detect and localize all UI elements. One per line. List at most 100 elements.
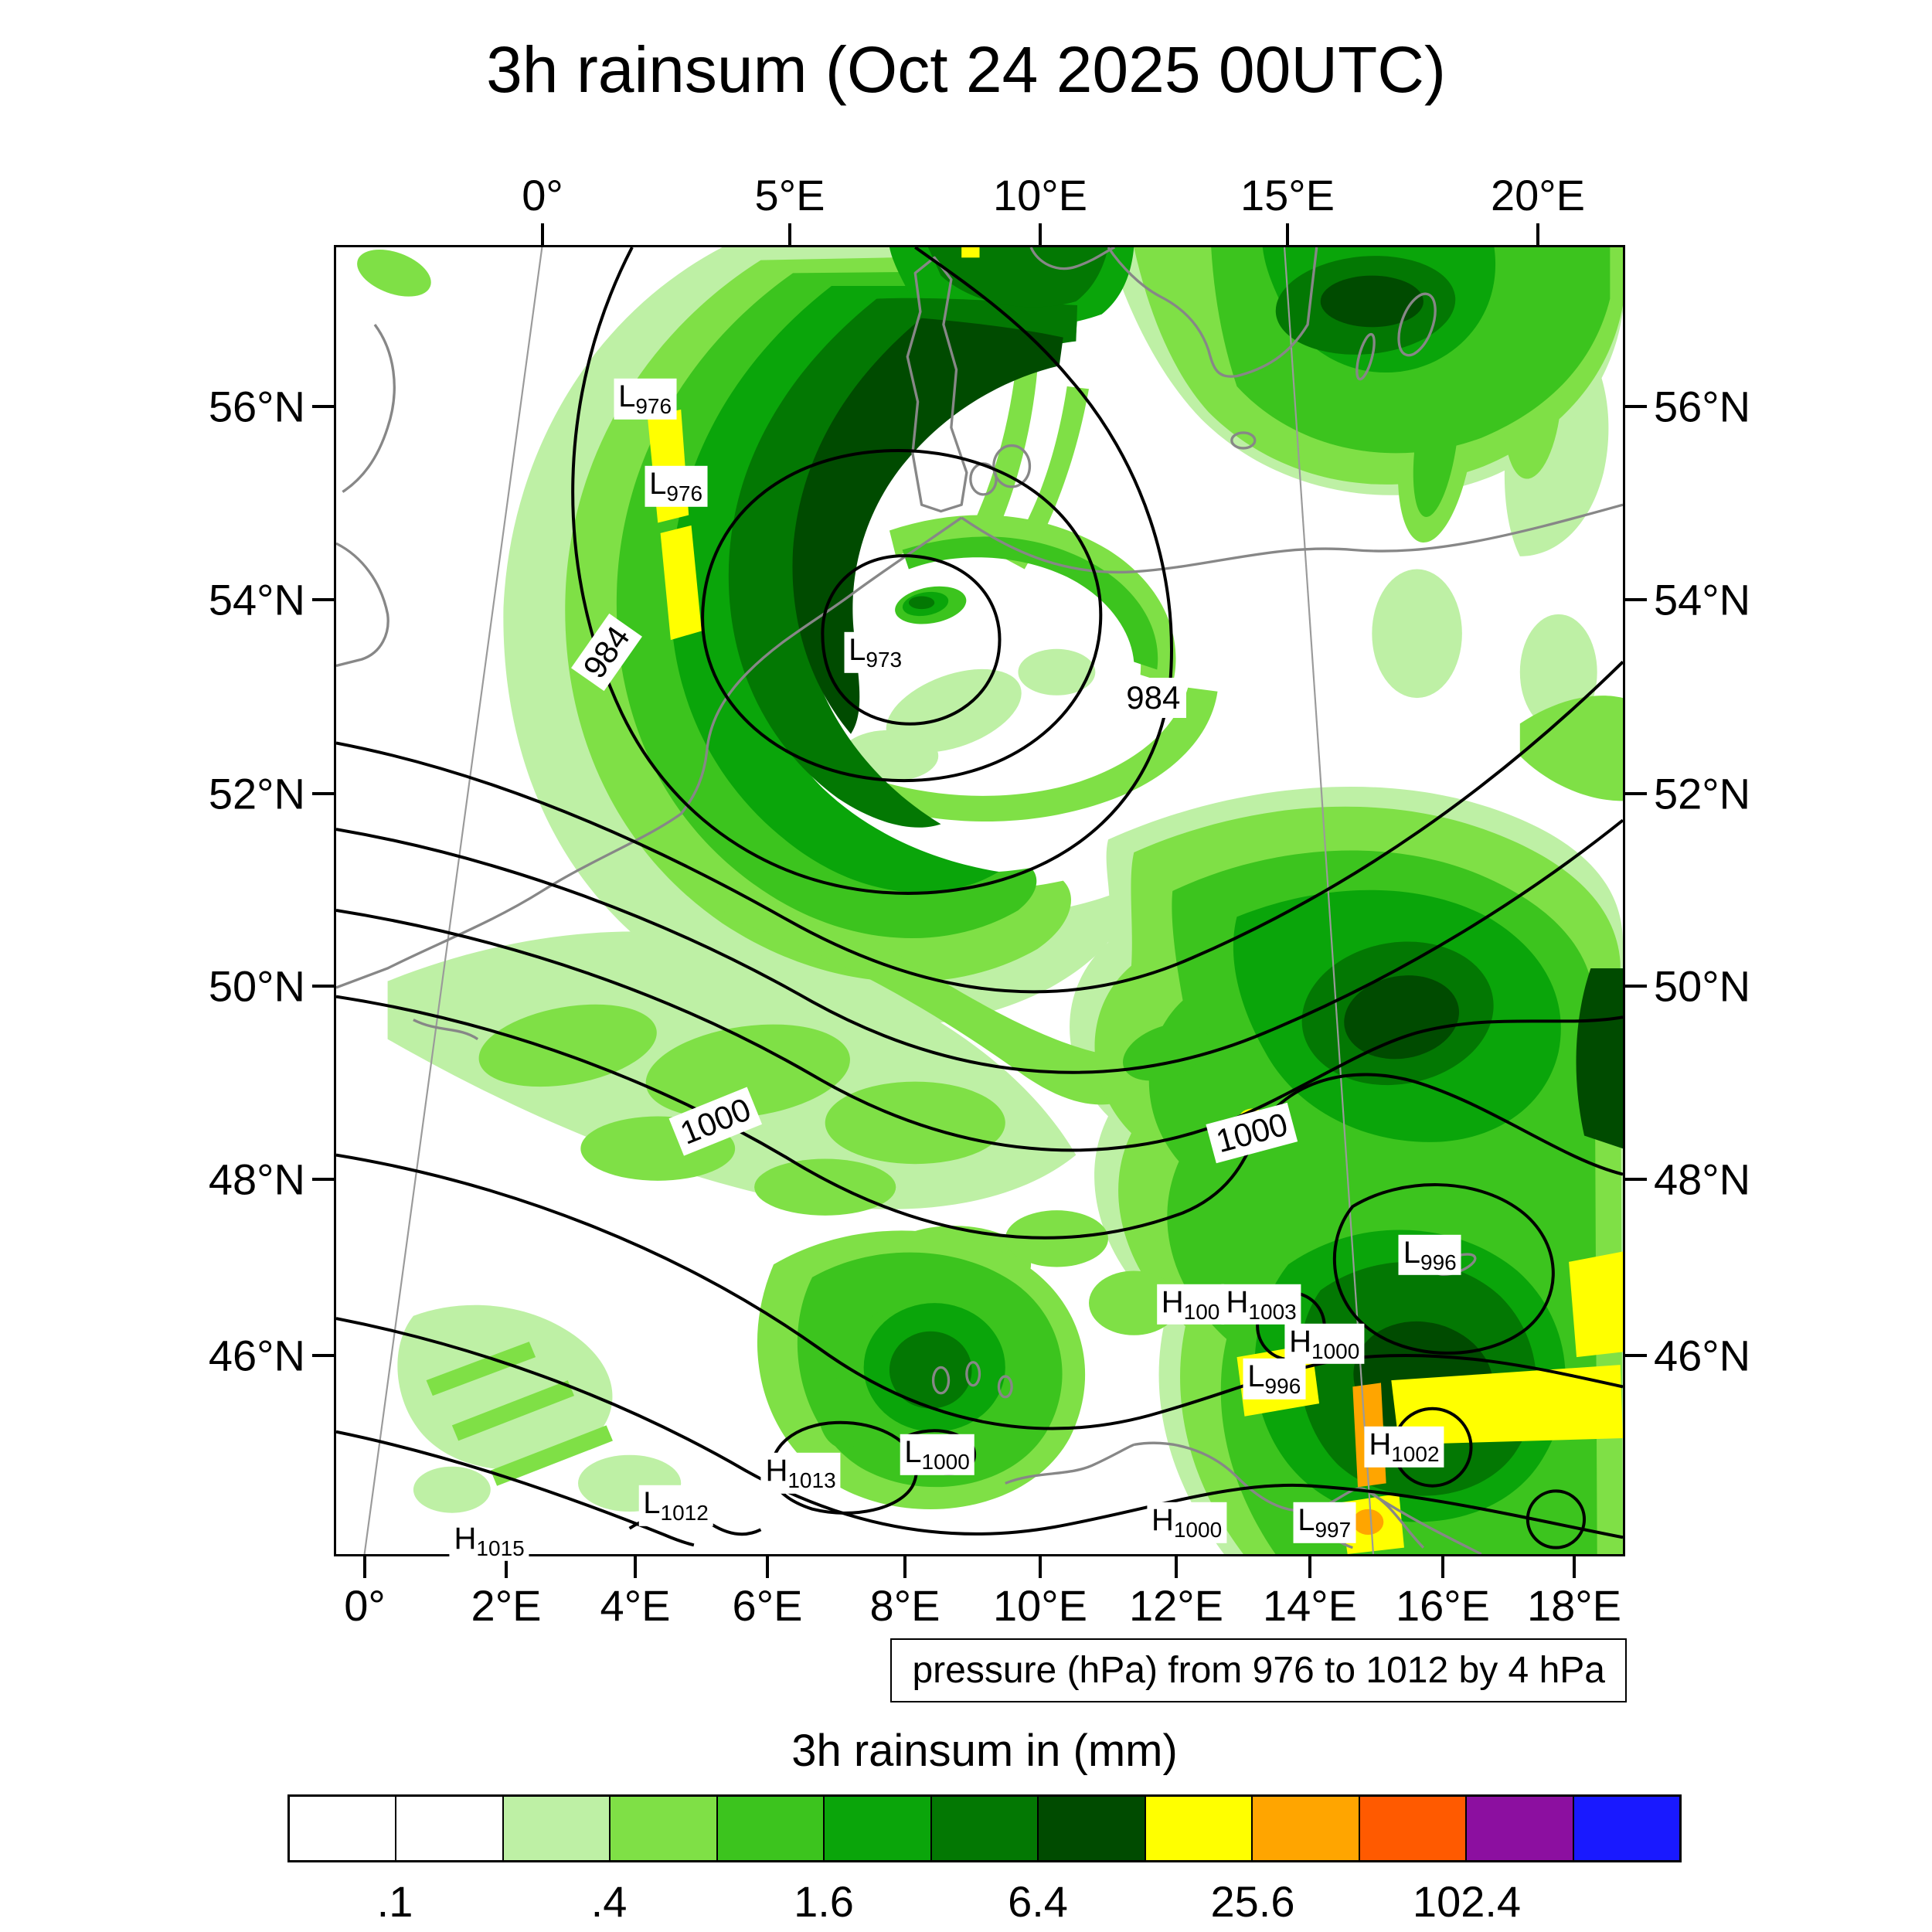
center-letter: L: [1247, 1359, 1265, 1394]
colorbar-cell: [502, 1797, 610, 1860]
colorbar-tick-label: 102.4: [1412, 1877, 1522, 1926]
colorbar-cell: [1358, 1797, 1466, 1860]
lat-label-right: 52°N: [1654, 769, 1751, 818]
low-center-label: L997: [1293, 1502, 1356, 1543]
center-value: 1000: [1173, 1518, 1223, 1543]
colorbar-cell: [395, 1797, 502, 1860]
colorbar-cell: [290, 1797, 396, 1860]
lon-label-top: 10°E: [992, 171, 1088, 219]
tick-bottom: [1175, 1556, 1178, 1578]
lat-label-left: 50°N: [208, 961, 305, 1011]
lon-label-top: 5°E: [754, 171, 825, 219]
low-center-label: L996: [1243, 1359, 1306, 1400]
center-letter: L: [1403, 1235, 1421, 1270]
lon-label-bottom: 10°E: [992, 1581, 1088, 1630]
center-letter: H: [1226, 1284, 1249, 1319]
center-value: 1002: [1391, 1442, 1440, 1467]
center-value: 1012: [660, 1501, 709, 1526]
high-center-label: H1002: [1364, 1427, 1444, 1468]
center-letter: H: [1369, 1427, 1392, 1462]
center-letter: H: [765, 1453, 788, 1488]
low-center-label: L1000: [900, 1434, 975, 1475]
lon-label-bottom: 18°E: [1526, 1581, 1622, 1630]
tick-left: [312, 792, 334, 795]
colorbar-tick-label: .4: [590, 1877, 628, 1926]
tick-right: [1625, 792, 1647, 795]
center-letter: H: [1161, 1284, 1184, 1319]
high-center-label: H1015: [449, 1520, 529, 1562]
colorbar-title: 3h rainsum in (mm): [791, 1726, 1178, 1776]
low-center-label: L973: [844, 632, 907, 673]
center-value: 1013: [787, 1468, 836, 1492]
lon-label-top: 0°: [522, 171, 563, 219]
center-letter: L: [904, 1435, 922, 1470]
high-center-label: H1000: [1146, 1502, 1227, 1543]
tick-right: [1625, 985, 1647, 988]
colorbar-cell: [609, 1797, 716, 1860]
tick-right: [1625, 1354, 1647, 1357]
tick-right: [1625, 598, 1647, 601]
lon-label-top: 15°E: [1240, 171, 1335, 219]
center-value: 997: [1315, 1518, 1352, 1543]
lat-label-left: 54°N: [208, 575, 305, 624]
high-center-label: H1003: [1221, 1284, 1301, 1325]
center-value: 996: [1420, 1250, 1457, 1274]
center-letter: H: [454, 1521, 477, 1556]
map-area: 0° 5°E 10°E 15°E 20°E 0° 2°E 4°E 6°E 8°E…: [209, 171, 1750, 1630]
colorbar-cell: [1572, 1797, 1680, 1860]
colorbar-tick-label: .1: [376, 1877, 413, 1926]
plot-title: 3h rainsum (Oct 24 2025 00UTC): [486, 33, 1446, 106]
center-value: 1000: [1311, 1338, 1360, 1363]
tick-top: [541, 223, 544, 245]
lat-label-right: 54°N: [1654, 575, 1751, 624]
center-value: 1003: [1248, 1299, 1297, 1324]
colorbar-cells: [287, 1794, 1682, 1862]
tick-right: [1625, 1178, 1647, 1181]
low-center-label: L996: [1398, 1234, 1461, 1275]
lon-label-bottom: 2°E: [471, 1581, 542, 1630]
lat-label-right: 50°N: [1654, 961, 1751, 1011]
high-center-label: H1000: [1284, 1323, 1365, 1364]
tick-left: [312, 1354, 334, 1357]
lat-label-left: 48°N: [208, 1155, 305, 1204]
center-value: 976: [666, 481, 703, 506]
lat-label-right: 46°N: [1654, 1331, 1751, 1380]
tick-top: [1286, 223, 1289, 245]
lat-label-left: 46°N: [208, 1331, 305, 1380]
high-center-label: H100: [1156, 1284, 1225, 1325]
lat-label-left: 56°N: [208, 382, 305, 431]
lon-label-bottom: 0°: [344, 1581, 386, 1630]
tick-right: [1625, 405, 1647, 408]
center-letter: L: [643, 1486, 661, 1521]
lon-label-bottom: 16°E: [1395, 1581, 1491, 1630]
contour-label-984: 984: [1120, 678, 1187, 719]
low-center-label: L976: [614, 378, 677, 420]
colorbar-cell: [930, 1797, 1038, 1860]
center-value: 973: [866, 648, 903, 672]
tick-top: [1536, 223, 1539, 245]
tick-bottom: [1573, 1556, 1576, 1578]
tick-left: [312, 1178, 334, 1181]
center-value: 976: [635, 393, 672, 418]
tick-bottom: [363, 1556, 366, 1578]
colorbar-tick-label: 25.6: [1210, 1877, 1295, 1926]
center-letter: L: [849, 633, 866, 668]
tick-bottom: [1441, 1556, 1444, 1578]
center-letter: L: [618, 379, 636, 413]
tick-bottom: [505, 1556, 508, 1578]
center-letter: H: [1151, 1503, 1174, 1538]
colorbar-tick-label: 1.6: [794, 1877, 854, 1926]
tick-left: [312, 598, 334, 601]
lon-label-bottom: 6°E: [732, 1581, 803, 1630]
colorbar-cell: [1465, 1797, 1573, 1860]
tick-left: [312, 405, 334, 408]
center-value: 996: [1264, 1374, 1301, 1399]
high-center-label: H1013: [760, 1452, 841, 1494]
center-letter: H: [1289, 1324, 1312, 1359]
colorbar-cell: [1144, 1797, 1252, 1860]
lon-label-bottom: 4°E: [600, 1581, 671, 1630]
tick-bottom: [903, 1556, 906, 1578]
center-value: 1015: [476, 1536, 525, 1560]
tick-bottom: [766, 1556, 769, 1578]
